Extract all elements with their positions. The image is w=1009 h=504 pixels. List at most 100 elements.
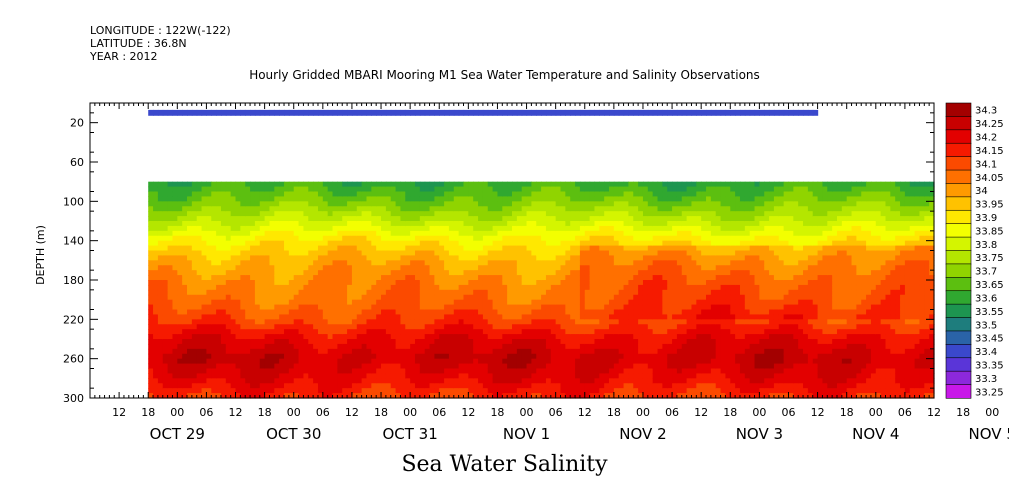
heatmap-cell [545,211,552,217]
heatmap-cell [502,265,508,271]
heatmap-cell [579,235,586,242]
heatmap-cell [405,275,411,281]
heatmap-cell [342,314,348,320]
heatmap-cell [410,319,416,325]
heatmap-cell [468,393,474,399]
heatmap-cell [182,334,188,340]
heatmap-cell [434,319,440,325]
heatmap-cell [555,225,562,232]
heatmap-cell [395,383,402,389]
heatmap-cell [516,383,523,389]
heatmap-cell [638,393,644,399]
heatmap-cell [395,309,402,316]
heatmap-cell [385,230,392,237]
heatmap-cell [628,304,634,311]
heatmap-cell [550,196,557,202]
heatmap-cell [463,216,469,222]
heatmap-cell [366,309,372,316]
heatmap-cell [434,186,440,193]
heatmap-cell [429,339,435,345]
heatmap-cell [478,201,484,207]
heatmap-cell [356,221,363,227]
heatmap-cell [385,339,392,345]
heatmap-cell [303,201,309,207]
heatmap-cell [512,255,518,261]
heatmap-cell [288,235,295,242]
heatmap-cell [478,235,484,242]
heatmap-cell [424,299,431,306]
heatmap-cell [667,343,673,350]
heatmap-cell [250,289,256,296]
heatmap-cell [157,240,164,247]
heatmap-cell [453,373,460,379]
heatmap-cell [390,270,397,276]
heatmap-cell [264,250,271,257]
heatmap-cell [298,235,305,242]
heatmap-cell [342,373,348,379]
heatmap-cell [507,314,513,320]
heatmap-cell [623,373,630,379]
heatmap-cell [206,339,212,345]
heatmap-cell [347,309,353,316]
heatmap-cell [187,368,193,375]
heatmap-cell [604,284,610,291]
heatmap-cell [550,186,557,193]
heatmap-cell [492,348,499,355]
heatmap-cell [177,334,183,340]
heatmap-cell [667,250,673,257]
heatmap-cell [628,294,634,301]
heatmap-cell [298,181,305,188]
heatmap-cell [507,309,513,316]
heatmap-cell [623,181,630,188]
heatmap-cell [458,191,465,198]
heatmap-cell [521,304,528,311]
heatmap-cell [162,270,169,276]
heatmap-cell [298,339,305,345]
heatmap-cell [410,230,416,237]
heatmap-cell [172,304,178,311]
heatmap-cell [332,196,338,202]
heatmap-cell [560,270,566,276]
heatmap-cell [245,309,251,316]
heatmap-cell [148,304,154,311]
heatmap-cell [385,206,392,212]
heatmap-cell [322,334,329,340]
heatmap-cell [395,221,402,227]
heatmap-cell [696,240,702,247]
heatmap-cell [254,343,261,350]
heatmap-cell [545,280,552,286]
heatmap-cell [550,304,557,311]
heatmap-cell [201,250,208,257]
heatmap-cell [351,383,358,389]
heatmap-cell [235,225,241,232]
heatmap-cell [410,294,416,301]
heatmap-cell [434,378,440,384]
heatmap-cell [274,319,280,325]
heatmap-cell [177,343,183,350]
heatmap-cell [317,388,324,394]
heatmap-cell [516,280,523,286]
heatmap-cell [657,186,663,193]
heatmap-cell [245,339,251,345]
heatmap-cell [264,329,271,335]
heatmap-cell [638,314,644,320]
heatmap-cell [351,221,358,227]
heatmap-cell [667,294,673,301]
heatmap-cell [468,289,474,296]
heatmap-cell [327,265,334,271]
heatmap-cell [681,383,688,389]
heatmap-cell [400,265,406,271]
heatmap-cell [254,329,261,335]
heatmap-cell [332,388,338,394]
heatmap-cell [429,245,435,252]
heatmap-cell [220,324,227,330]
heatmap-cell [187,196,193,202]
heatmap-cell [240,324,246,330]
heatmap-cell [235,275,241,281]
heatmap-cell [366,388,372,394]
heatmap-cell [672,339,678,345]
heatmap-cell [681,250,688,257]
heatmap-cell [148,201,154,207]
heatmap-cell [414,299,421,306]
heatmap-cell [410,265,416,271]
